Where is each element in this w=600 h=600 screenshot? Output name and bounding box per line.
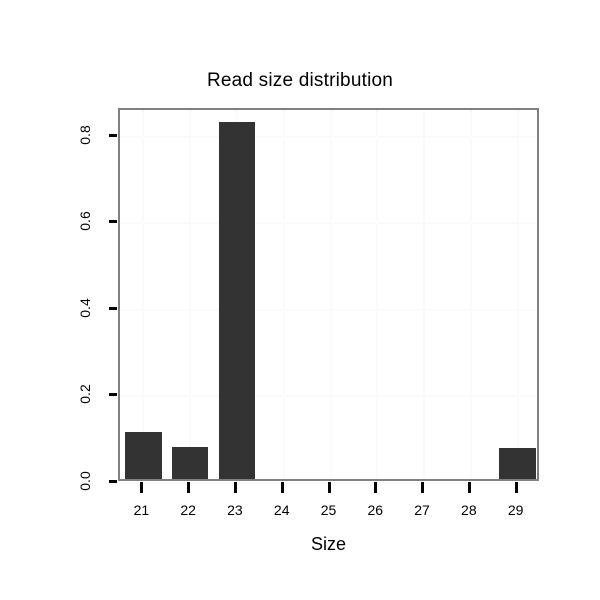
bar <box>125 432 162 479</box>
grid-line-horizontal <box>120 308 537 311</box>
bar <box>499 447 536 479</box>
y-tick-label: 0.0 <box>77 471 93 491</box>
grid-line-vertical <box>329 110 332 479</box>
y-tick-label: 0.2 <box>77 384 93 405</box>
grid-line-horizontal <box>120 222 537 225</box>
grid-line-vertical <box>189 110 192 479</box>
y-tick-mark <box>109 220 117 224</box>
y-tick-label: 0.6 <box>77 211 93 232</box>
y-tick-mark <box>109 480 117 483</box>
x-tick-label: 21 <box>133 502 150 518</box>
bar <box>218 122 256 479</box>
x-tick-label: 26 <box>367 502 384 518</box>
y-tick-mark <box>109 393 117 397</box>
x-tick-label: 24 <box>273 502 290 518</box>
x-tick-mark <box>140 482 144 493</box>
chart-title: Read size distribution <box>206 70 394 91</box>
x-tick-mark <box>467 482 471 493</box>
grid-line-vertical <box>376 110 379 479</box>
bar <box>171 446 209 479</box>
x-tick-label: 22 <box>180 502 196 518</box>
grid-line-horizontal <box>120 135 537 138</box>
x-tick-mark <box>187 482 191 493</box>
x-axis-title: Size <box>310 534 346 554</box>
x-tick-mark <box>327 482 331 493</box>
x-tick-mark <box>374 482 378 493</box>
y-tick-label: 0.8 <box>77 125 93 145</box>
plot-panel <box>118 108 539 484</box>
y-tick-mark <box>109 306 117 310</box>
x-tick-label: 27 <box>414 502 430 518</box>
grid-line-vertical <box>282 110 285 479</box>
grid-line-vertical <box>142 110 145 479</box>
y-tick-label: 0.4 <box>77 298 93 318</box>
x-tick-label: 29 <box>507 502 524 518</box>
y-tick-mark <box>109 133 117 137</box>
grid-line-horizontal <box>120 395 537 398</box>
x-tick-label: 28 <box>461 502 477 518</box>
x-tick-mark <box>233 482 237 493</box>
x-tick-mark <box>280 482 284 493</box>
x-tick-mark <box>514 482 518 493</box>
x-tick-label: 25 <box>320 502 337 518</box>
x-tick-mark <box>421 482 425 493</box>
x-tick-label: 23 <box>227 502 243 518</box>
grid-line-vertical <box>423 110 426 479</box>
grid-line-vertical <box>516 110 519 479</box>
grid-line-vertical <box>469 110 472 479</box>
bars-layer <box>120 110 537 479</box>
